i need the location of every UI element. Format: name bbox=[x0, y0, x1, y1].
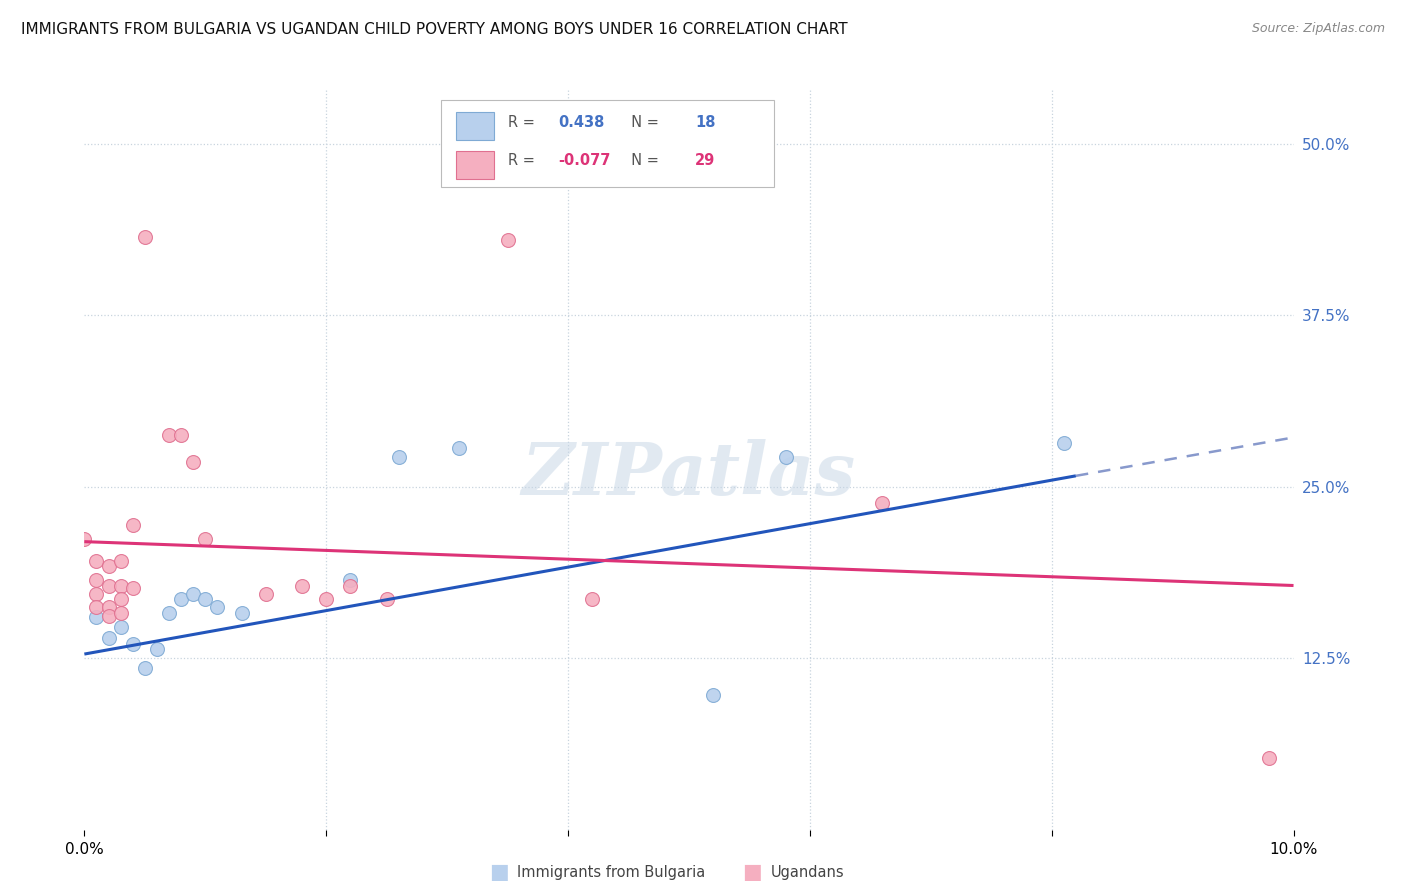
Text: Ugandans: Ugandans bbox=[770, 865, 844, 880]
Point bbox=[110, 554, 132, 568]
Point bbox=[170, 427, 193, 442]
Text: R =: R = bbox=[508, 153, 538, 169]
Point bbox=[97, 608, 120, 623]
Point bbox=[449, 442, 471, 456]
Point bbox=[375, 592, 398, 607]
Point bbox=[339, 573, 361, 587]
Text: N =: N = bbox=[623, 153, 664, 169]
FancyBboxPatch shape bbox=[456, 112, 495, 140]
Point bbox=[1258, 751, 1281, 765]
Point bbox=[581, 592, 603, 607]
Point bbox=[121, 518, 143, 533]
Point bbox=[254, 587, 277, 601]
Point bbox=[86, 573, 108, 587]
Point bbox=[110, 606, 132, 620]
Text: Immigrants from Bulgaria: Immigrants from Bulgaria bbox=[517, 865, 706, 880]
Point bbox=[775, 450, 797, 464]
Text: Source: ZipAtlas.com: Source: ZipAtlas.com bbox=[1251, 22, 1385, 36]
Point bbox=[134, 230, 156, 244]
Point bbox=[121, 637, 143, 651]
Point bbox=[872, 496, 894, 510]
Text: IMMIGRANTS FROM BULGARIA VS UGANDAN CHILD POVERTY AMONG BOYS UNDER 16 CORRELATIO: IMMIGRANTS FROM BULGARIA VS UGANDAN CHIL… bbox=[21, 22, 848, 37]
Text: -0.077: -0.077 bbox=[558, 153, 610, 169]
Point bbox=[73, 532, 96, 546]
Point bbox=[97, 578, 120, 592]
Text: 0.438: 0.438 bbox=[558, 115, 605, 130]
Point bbox=[110, 592, 132, 607]
Point bbox=[97, 600, 120, 615]
Point bbox=[86, 554, 108, 568]
Text: ZIPatlas: ZIPatlas bbox=[522, 439, 856, 509]
Point bbox=[1053, 436, 1076, 450]
Text: R =: R = bbox=[508, 115, 538, 130]
Point bbox=[157, 606, 180, 620]
Point bbox=[146, 641, 169, 656]
Point bbox=[339, 578, 361, 592]
Point bbox=[97, 631, 120, 645]
Point bbox=[315, 592, 337, 607]
Point bbox=[702, 688, 724, 702]
Point bbox=[134, 661, 156, 675]
Text: 18: 18 bbox=[695, 115, 716, 130]
Point bbox=[291, 578, 314, 592]
Point bbox=[121, 581, 143, 595]
Point bbox=[194, 532, 217, 546]
Point bbox=[86, 610, 108, 624]
Point bbox=[181, 587, 204, 601]
Point bbox=[86, 587, 108, 601]
Point bbox=[181, 455, 204, 469]
Point bbox=[496, 233, 519, 247]
Point bbox=[170, 592, 193, 607]
Point bbox=[194, 592, 217, 607]
Point bbox=[97, 559, 120, 574]
Point bbox=[231, 606, 253, 620]
Point bbox=[207, 600, 229, 615]
Point bbox=[388, 450, 411, 464]
Point bbox=[86, 600, 108, 615]
Text: N =: N = bbox=[623, 115, 664, 130]
Point bbox=[110, 620, 132, 634]
Text: ■: ■ bbox=[742, 863, 762, 882]
FancyBboxPatch shape bbox=[456, 151, 495, 178]
FancyBboxPatch shape bbox=[441, 100, 773, 187]
Text: ■: ■ bbox=[489, 863, 509, 882]
Point bbox=[110, 578, 132, 592]
Text: 29: 29 bbox=[695, 153, 716, 169]
Point bbox=[157, 427, 180, 442]
